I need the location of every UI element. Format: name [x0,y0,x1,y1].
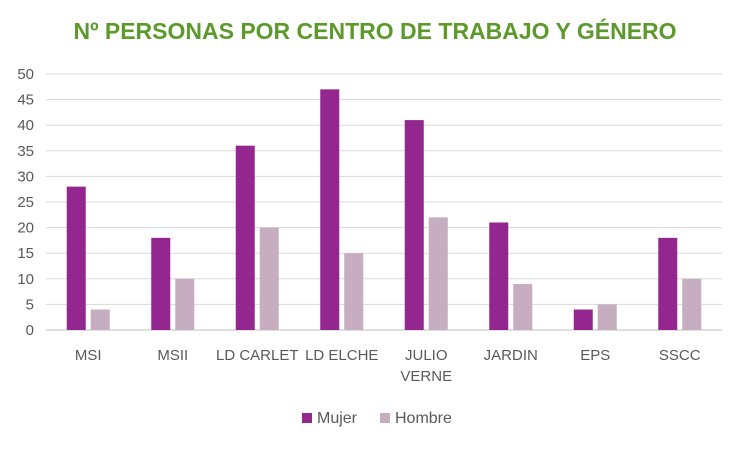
y-tick-label-20: 20 [17,220,34,237]
bar-mujer-2 [235,145,255,330]
x-tick-label-5: JARDIN [484,347,538,364]
bar-hombre-7 [682,278,702,330]
y-tick-label-5: 5 [26,296,34,313]
bar-mujer-6 [573,309,593,330]
bar-hombre-1 [175,278,195,330]
x-tick-label-1: MSII [157,347,188,364]
y-tick-label-50: 50 [17,66,34,83]
y-tick-label-45: 45 [17,92,34,109]
y-tick-label-40: 40 [17,117,34,134]
chart-title: Nº PERSONAS POR CENTRO DE TRABAJO Y GÉNE… [73,18,677,44]
bar-hombre-3 [344,253,364,330]
bar-mujer-4 [404,120,424,330]
legend-swatch-hombre [380,413,390,423]
legend-swatch-mujer [302,413,312,423]
bar-hombre-0 [90,309,110,330]
bar-hombre-2 [259,227,279,330]
bar-mujer-5 [489,222,509,330]
y-tick-label-0: 0 [26,322,34,339]
x-tick-label-3: LD ELCHE [305,347,378,364]
bar-hombre-4 [428,217,448,330]
x-tick-label-7: SSCC [659,347,701,364]
y-tick-label-25: 25 [17,194,34,211]
bar-hombre-5 [513,283,533,330]
legend-label-hombre: Hombre [395,410,452,427]
x-tick-label-2: LD CARLET [216,347,299,364]
y-tick-label-10: 10 [17,271,34,288]
x-tick-label-6: EPS [580,347,610,364]
y-tick-label-35: 35 [17,143,34,160]
y-tick-label-15: 15 [17,245,34,262]
bar-mujer-1 [151,237,171,330]
bar-mujer-3 [320,89,340,330]
bar-mujer-7 [658,237,678,330]
bar-hombre-6 [597,304,617,330]
legend-label-mujer: Mujer [317,410,358,427]
x-tick-label-0: MSI [75,347,102,364]
bar-mujer-0 [66,186,86,330]
x-tick-label-4-line1: VERNE [400,368,452,385]
x-tick-label-4-line0: JULIO [405,347,448,364]
y-tick-label-30: 30 [17,168,34,185]
